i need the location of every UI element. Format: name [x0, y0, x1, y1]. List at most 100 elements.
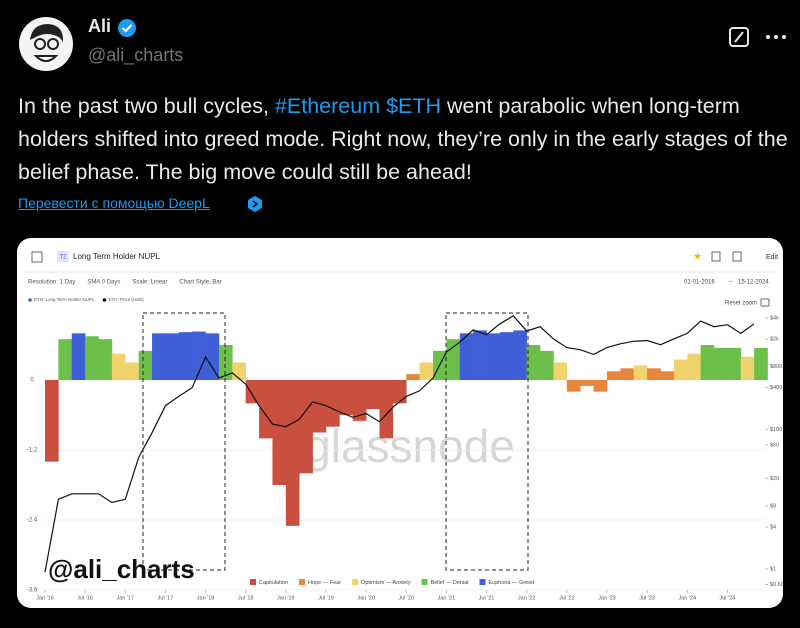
reset-zoom[interactable]: Reset zoom: [725, 301, 757, 307]
author-name[interactable]: Ali: [88, 16, 112, 36]
bar: [98, 339, 113, 380]
x-tick-label: Jul '19: [318, 595, 334, 601]
avatar[interactable]: [18, 16, 74, 72]
y-tick-label: -3.6: [27, 588, 38, 594]
zone-label: Belief — Denial: [431, 580, 469, 586]
bar: [486, 333, 501, 380]
y2-tick-label: $20: [770, 476, 779, 482]
bar: [593, 380, 608, 392]
y2-tick-label: $400: [770, 385, 782, 391]
bar: [714, 347, 728, 380]
x-tick-label: Jul '20: [398, 595, 414, 601]
text: went parabolic when long-term holders sh…: [18, 94, 788, 184]
bar: [352, 380, 367, 421]
zone-swatch: [479, 579, 486, 585]
bar: [754, 347, 768, 380]
x-tick-label: Jan '21: [438, 595, 456, 601]
bar: [540, 350, 554, 380]
bar: [580, 380, 594, 386]
tweet-actions[interactable]: [728, 26, 790, 48]
bar: [513, 330, 527, 380]
bar: [620, 368, 635, 380]
bar: [138, 350, 153, 380]
star-icon[interactable]: ★: [693, 252, 702, 263]
bar: [673, 359, 688, 380]
translate-text: Перевести с помощью DeepL: [18, 195, 210, 211]
bar: [152, 333, 166, 380]
bar: [218, 345, 233, 380]
bar: [165, 333, 180, 380]
x-tick-label: Jan '24: [678, 595, 696, 601]
author-handle[interactable]: @ali_charts: [88, 45, 184, 65]
date-start[interactable]: 01-01-2016: [684, 280, 715, 286]
x-tick-label: Jul '22: [559, 595, 575, 601]
date-end[interactable]: 15-12-2024: [738, 280, 769, 286]
zone-swatch: [421, 579, 428, 585]
y2-tick-label: $100: [770, 427, 782, 433]
bar: [232, 362, 246, 380]
bar: [700, 345, 715, 380]
x-tick-label: Jul '18: [238, 595, 254, 601]
translate-link[interactable]: Перевести с помощью DeepL: [18, 195, 210, 211]
zone-label: Optimism — Anxiety: [361, 580, 411, 586]
bar: [446, 339, 461, 380]
bar: [339, 380, 354, 415]
bar: [392, 380, 407, 404]
x-tick-label: Jan '18: [197, 595, 215, 601]
bar: [499, 332, 514, 380]
chart-title: Long Term Holder NUPL: [73, 252, 161, 261]
bar: [633, 365, 648, 380]
bar: [125, 362, 139, 380]
bar: [419, 362, 434, 380]
bar: [647, 368, 661, 380]
zone-swatch: [250, 579, 256, 585]
verified-badge: [118, 19, 136, 37]
x-tick-label: Jul '24: [720, 595, 736, 601]
annotation-box: [445, 312, 529, 571]
legend-dot: [28, 298, 32, 302]
y-tick-label: 0: [30, 378, 34, 384]
deepl-icon: [248, 196, 262, 212]
text: In the past two bull cycles,: [18, 94, 275, 118]
bar: [406, 374, 420, 380]
control[interactable]: Resolution: 1 Day: [28, 280, 75, 286]
x-tick-label: Jan '19: [277, 595, 295, 601]
y2-tick-label: $2k: [770, 336, 779, 342]
bar: [566, 380, 581, 392]
bar: [259, 380, 273, 439]
date-sep: –: [729, 280, 733, 286]
x-tick-label: Jul '23: [639, 595, 655, 601]
x-tick-label: Jul '17: [158, 595, 174, 601]
control[interactable]: SMA 0 Days: [87, 280, 120, 286]
x-tick-label: Jul '21: [479, 595, 495, 601]
y2-tick-label: $8: [770, 504, 776, 510]
bar: [58, 339, 73, 380]
chart-image[interactable]: T2 Long Term Holder NUPL ★ Edit Resoluti…: [17, 238, 783, 608]
bar: [459, 333, 474, 380]
x-tick-label: Jan '17: [116, 595, 134, 601]
zone-label: Euphoria — Greed: [489, 580, 535, 586]
watermark: glassnode: [305, 420, 515, 472]
x-tick-label: Jul '16: [77, 595, 93, 601]
bar: [325, 380, 340, 427]
x-tick-label: Jan '23: [598, 595, 616, 601]
bar: [312, 380, 327, 433]
bar: [379, 380, 394, 439]
edit-button[interactable]: Edit: [766, 254, 778, 261]
y2-tick-label: $1: [770, 566, 776, 572]
bar: [285, 380, 300, 526]
control[interactable]: Scale: Linear: [132, 280, 167, 286]
bar: [660, 371, 675, 380]
control[interactable]: Chart Style: Bar: [179, 280, 221, 286]
hashtag[interactable]: #Ethereum: [274, 94, 381, 118]
bar: [740, 356, 755, 380]
y2-tick-label: $4: [770, 525, 776, 531]
badge: T2: [59, 255, 67, 261]
legend-label: ETH: Price [USD]: [108, 297, 143, 302]
y2-tick-label: $4k: [770, 315, 779, 321]
price-line: [44, 315, 755, 573]
cashtag[interactable]: $ETH: [380, 94, 442, 118]
bar: [553, 362, 568, 380]
bar: [727, 347, 742, 380]
